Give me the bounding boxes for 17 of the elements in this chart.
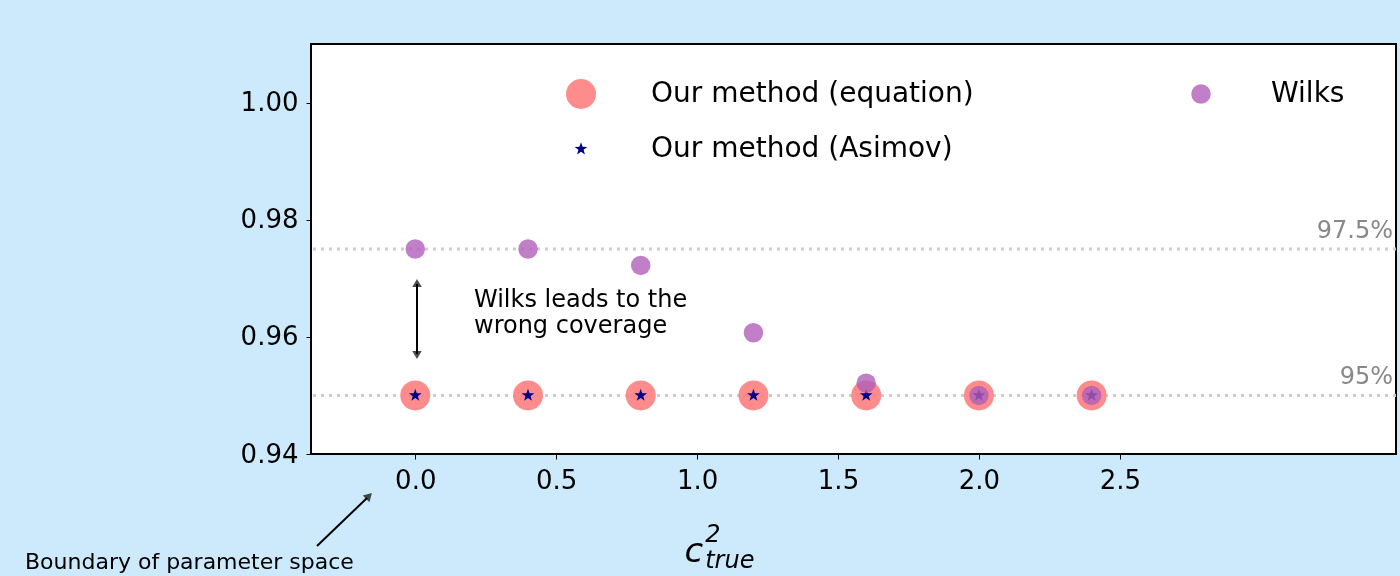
annotation: Wilks leads to the wrong coverage xyxy=(474,285,688,339)
y-tick-label: 0.94 xyxy=(240,438,299,469)
x-tick-label: 2.5 xyxy=(1099,464,1141,495)
y-tick-label: 1.00 xyxy=(240,87,299,118)
legend-label: Wilks xyxy=(1271,76,1345,109)
ref-line-label: 97.5% xyxy=(1316,216,1393,244)
legend-label: Our method (Asimov) xyxy=(651,131,953,164)
ref-line-label: 95% xyxy=(1339,362,1393,391)
y-tick-label: 0.98 xyxy=(240,204,299,235)
legend-label: Our method (equation) xyxy=(651,76,974,109)
y-tick-label: 0.96 xyxy=(240,321,299,352)
x-tick-label: 1.5 xyxy=(817,464,860,495)
x-tick-label: 1.0 xyxy=(676,464,719,495)
x-tick-label: 2.0 xyxy=(958,464,1001,495)
x-tick-label: 0.5 xyxy=(536,464,578,495)
text: Boundary of parameter space xyxy=(25,549,354,574)
x-tick-label: 0.0 xyxy=(395,464,437,495)
